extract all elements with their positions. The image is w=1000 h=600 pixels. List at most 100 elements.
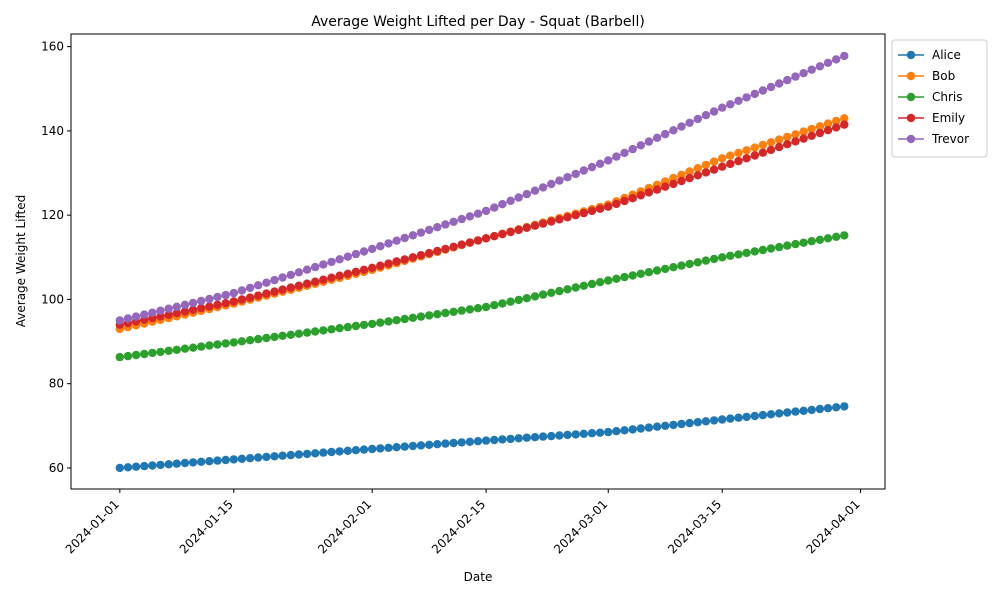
series-alice	[115, 402, 849, 473]
data-point	[376, 242, 385, 251]
data-point	[807, 131, 816, 140]
data-point	[799, 134, 808, 143]
data-point	[302, 449, 312, 459]
data-point	[555, 431, 564, 440]
data-point	[701, 160, 711, 170]
data-point	[791, 137, 800, 146]
data-point	[677, 261, 686, 270]
legend-label: Bob	[932, 69, 955, 83]
data-point	[490, 301, 499, 310]
data-point	[188, 458, 198, 467]
data-point	[123, 314, 133, 323]
data-point	[595, 159, 605, 168]
data-point	[547, 288, 556, 297]
data-point	[384, 317, 393, 326]
data-point	[400, 314, 409, 324]
data-point	[131, 350, 141, 360]
data-point	[473, 437, 483, 446]
data-point	[229, 338, 238, 347]
data-point	[775, 135, 784, 144]
data-point	[636, 424, 645, 433]
data-point	[359, 445, 369, 454]
data-point	[718, 103, 727, 112]
data-point	[661, 182, 670, 191]
data-point	[587, 429, 597, 438]
data-point	[514, 295, 523, 305]
data-point	[644, 268, 654, 277]
data-point	[294, 268, 304, 277]
data-point	[661, 421, 670, 430]
data-point	[229, 288, 238, 298]
data-point	[188, 305, 198, 314]
data-point	[172, 308, 181, 318]
data-point	[229, 297, 238, 306]
data-point	[636, 141, 645, 150]
data-point	[571, 211, 580, 220]
data-point	[693, 258, 702, 267]
y-tick-label: 100	[41, 292, 64, 306]
data-point	[726, 251, 735, 260]
data-point	[335, 255, 344, 264]
data-point	[457, 438, 466, 447]
data-point	[327, 273, 336, 282]
data-point	[376, 318, 385, 327]
data-point	[506, 297, 515, 306]
data-point	[571, 430, 580, 439]
y-axis: 60 80 100 120 140 160	[41, 40, 71, 475]
data-point	[718, 162, 727, 171]
data-point	[669, 179, 678, 189]
data-point	[734, 250, 743, 259]
data-point	[205, 302, 214, 311]
data-point	[245, 293, 255, 302]
series-emily	[115, 120, 849, 329]
data-point	[140, 461, 149, 471]
data-point	[384, 259, 393, 268]
data-point	[612, 152, 621, 161]
data-point	[302, 265, 312, 274]
data-point	[368, 244, 377, 254]
y-tick-label: 80	[49, 377, 64, 391]
data-point	[604, 202, 613, 211]
data-point	[669, 420, 678, 430]
data-point	[115, 352, 125, 362]
data-point	[685, 173, 694, 183]
data-point	[604, 156, 613, 165]
data-point	[783, 75, 792, 85]
data-point	[457, 214, 466, 224]
data-point	[343, 269, 352, 278]
data-point	[718, 253, 727, 262]
data-point	[783, 241, 792, 250]
data-point	[213, 292, 222, 302]
data-point	[335, 447, 344, 456]
data-point	[245, 336, 255, 345]
data-point	[441, 439, 450, 448]
data-point	[547, 431, 556, 441]
data-point	[766, 82, 776, 92]
data-point	[701, 111, 711, 120]
data-point	[197, 457, 206, 466]
data-point	[758, 148, 768, 157]
data-point	[359, 265, 369, 274]
data-point	[400, 255, 409, 264]
data-point	[563, 285, 572, 294]
data-point	[766, 410, 776, 419]
legend-item-bob: Bob	[898, 69, 955, 83]
data-point	[172, 302, 181, 311]
data-point	[368, 263, 377, 272]
data-point	[807, 65, 816, 74]
data-point	[481, 234, 491, 243]
data-point	[416, 228, 426, 237]
data-point	[343, 446, 352, 455]
data-point	[188, 343, 198, 352]
data-point	[294, 329, 304, 338]
legend-marker	[906, 113, 916, 123]
data-point	[221, 339, 230, 348]
data-point	[823, 404, 833, 413]
data-point	[351, 446, 361, 455]
data-point	[123, 463, 133, 472]
data-point	[425, 248, 434, 258]
series-trevor	[115, 51, 849, 325]
data-point	[270, 332, 279, 342]
data-point	[213, 456, 222, 465]
data-point	[180, 344, 190, 353]
